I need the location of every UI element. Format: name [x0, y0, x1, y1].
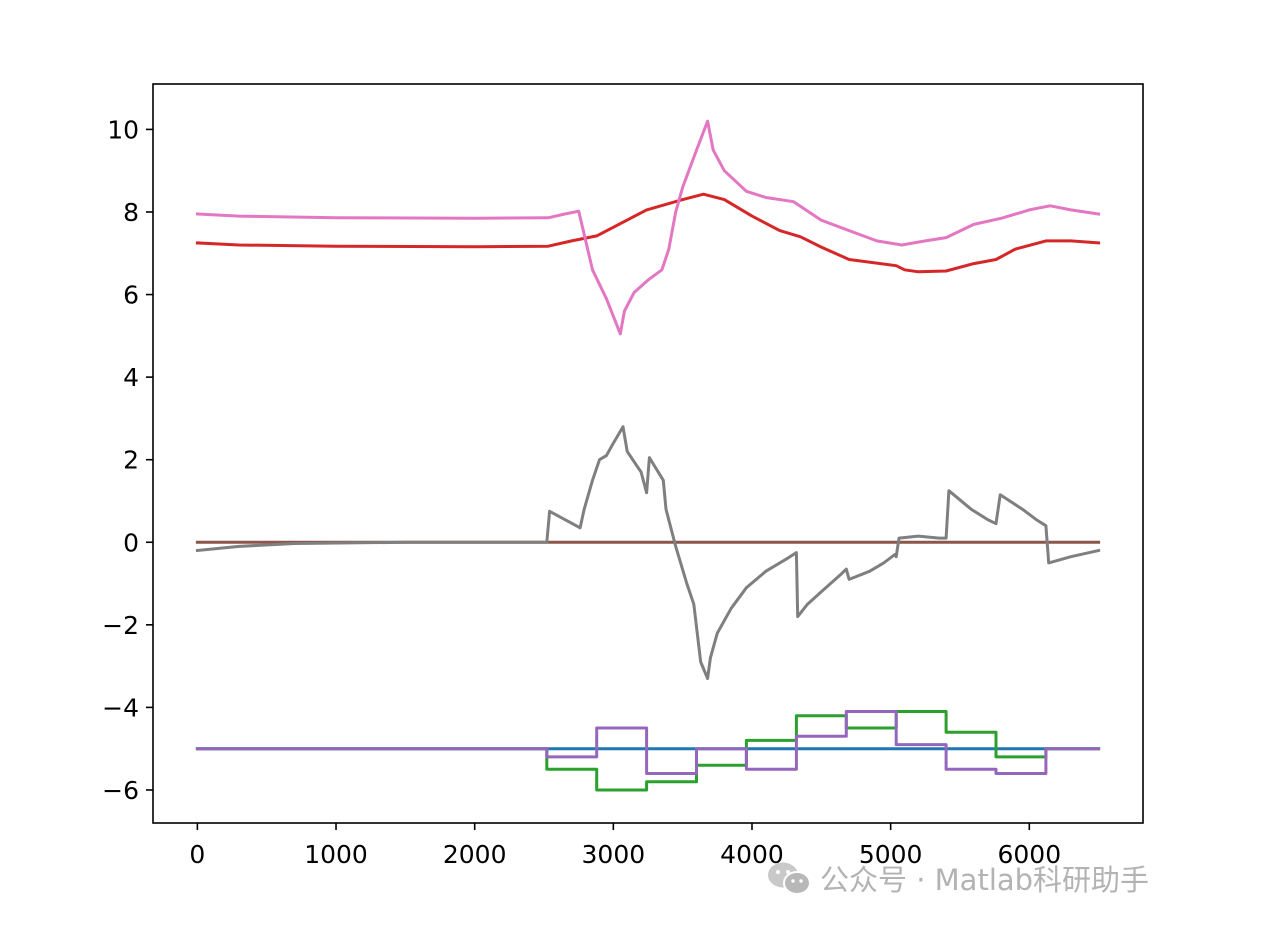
y-tick-label: −6 — [102, 776, 139, 805]
y-tick-label: 6 — [123, 281, 139, 310]
x-tick-label: 4000 — [720, 840, 784, 869]
y-tick-label: 10 — [107, 115, 139, 144]
series-line-3 — [195, 710, 1101, 792]
y-tick-label: 2 — [123, 446, 139, 475]
axes-frame — [152, 83, 1144, 824]
y-tick-label: −4 — [102, 693, 139, 722]
x-tick-label: 6000 — [997, 840, 1061, 869]
series-line-7 — [195, 425, 1101, 680]
wechat-icon — [766, 859, 812, 897]
x-tick-label: 1000 — [304, 840, 368, 869]
y-tick-label: 4 — [123, 363, 139, 392]
axes: 0 1000 2000 3000 4000 5000 6000 −6 −4 −2 0 2 4 6 8 10 — [102, 83, 1144, 869]
x-tick-label: 3000 — [582, 840, 646, 869]
watermark-text: 公众号 · Matlab科研助手 — [820, 863, 1150, 897]
plot-area — [195, 119, 1101, 792]
y-tick-label: 8 — [123, 198, 139, 227]
watermark: 公众号 · Matlab科研助手 — [766, 858, 1149, 898]
y-tick-label: 0 — [123, 528, 139, 557]
x-tick-label: 2000 — [443, 840, 507, 869]
y-tick-label: −2 — [102, 611, 139, 640]
x-tick-label: 0 — [189, 840, 205, 869]
x-tick-label: 5000 — [859, 840, 923, 869]
series-line-5 — [195, 192, 1101, 274]
series-line-4 — [195, 710, 1101, 775]
series-line-6 — [195, 119, 1101, 336]
